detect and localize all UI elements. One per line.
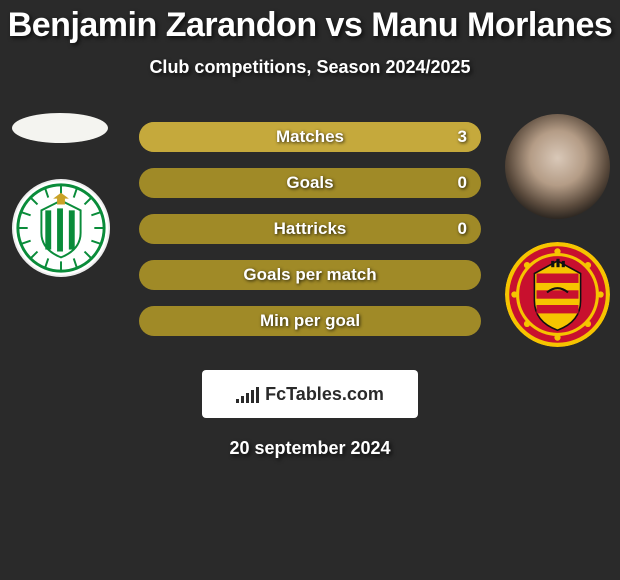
site-attribution: FcTables.com	[202, 370, 418, 418]
stat-bar: Goals0	[139, 168, 481, 198]
stat-value-right: 3	[458, 127, 467, 147]
stat-label: Goals	[139, 173, 481, 193]
stat-label: Min per goal	[139, 311, 481, 331]
stat-label: Goals per match	[139, 265, 481, 285]
chart-bars-icon	[236, 385, 259, 403]
date-label: 20 september 2024	[0, 438, 620, 459]
stat-value-right: 0	[458, 173, 467, 193]
stat-bar: Min per goal	[139, 306, 481, 336]
stats-bars: Matches3Goals0Hattricks0Goals per matchM…	[0, 122, 620, 358]
page-subtitle: Club competitions, Season 2024/2025	[0, 57, 620, 78]
stat-label: Hattricks	[139, 219, 481, 239]
stat-value-right: 0	[458, 219, 467, 239]
stat-bar: Goals per match	[139, 260, 481, 290]
site-label: FcTables.com	[265, 384, 384, 405]
stat-label: Matches	[139, 127, 481, 147]
stat-bar: Hattricks0	[139, 214, 481, 244]
stat-bar: Matches3	[139, 122, 481, 152]
infographic-root: Benjamin Zarandon vs Manu Morlanes Club …	[0, 0, 620, 459]
page-title: Benjamin Zarandon vs Manu Morlanes	[0, 6, 620, 45]
